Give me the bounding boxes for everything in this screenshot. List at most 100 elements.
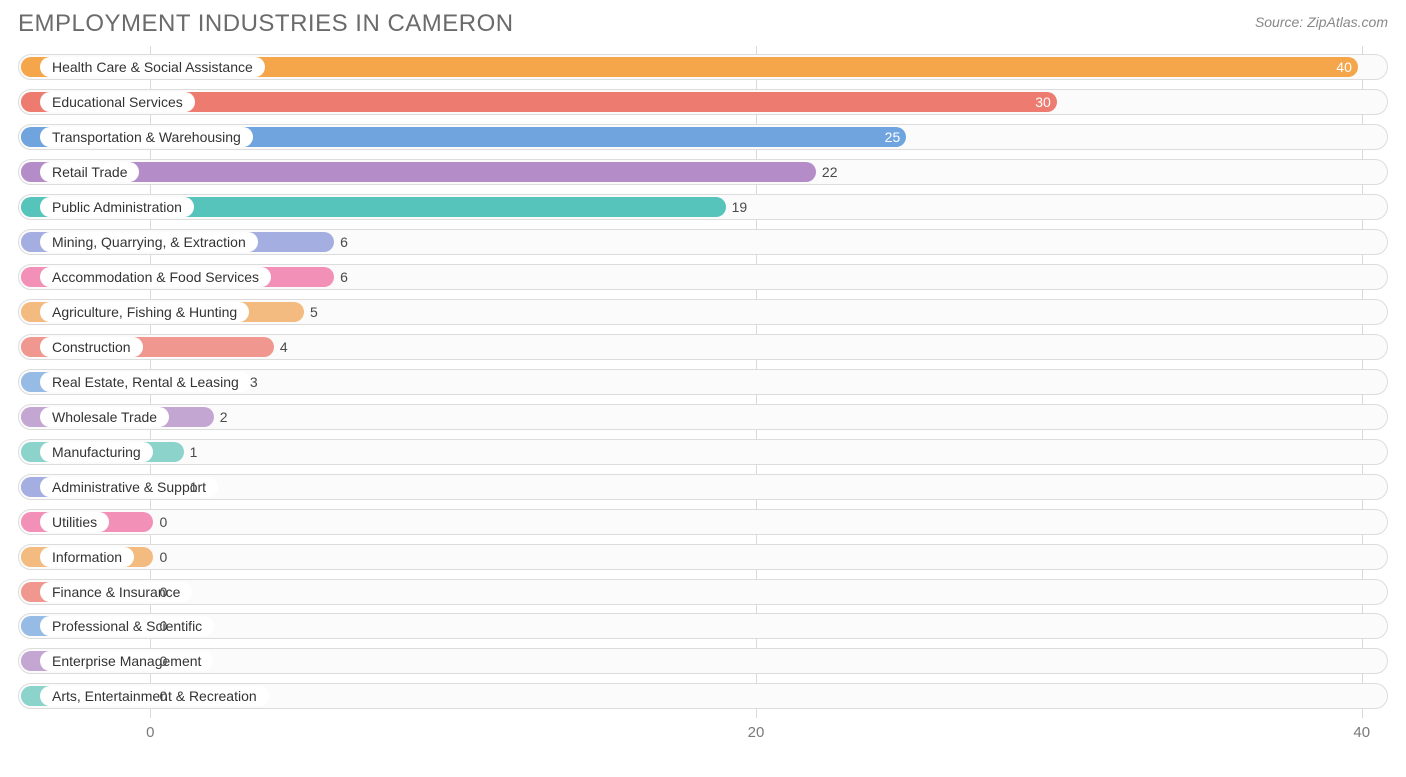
bar-fill xyxy=(21,162,816,182)
bar-value-label: 0 xyxy=(159,688,167,704)
bar-row: Accommodation & Food Services 6 xyxy=(18,264,1388,290)
bar-label-pill: Arts, Entertainment & Recreation xyxy=(40,686,269,706)
bar-marker xyxy=(21,58,37,76)
bar-row: Educational Services 30 xyxy=(18,89,1388,115)
bar-track xyxy=(18,648,1388,674)
bar-row: Manufacturing 1 xyxy=(18,439,1388,465)
bar-value-label: 40 xyxy=(1328,59,1352,75)
bar-row: Professional & Scientific0 xyxy=(18,613,1388,639)
x-tick-label: 40 xyxy=(1353,724,1370,741)
bar-label-text: Mining, Quarrying, & Extraction xyxy=(52,234,246,250)
bar-label-text: Transportation & Warehousing xyxy=(52,129,241,145)
bar-label-text: Information xyxy=(52,549,122,565)
bar-value-label: 2 xyxy=(220,409,228,425)
bar-value-label: 0 xyxy=(159,618,167,634)
bar-label-text: Accommodation & Food Services xyxy=(52,269,259,285)
bar-value-label: 4 xyxy=(280,339,288,355)
bar-marker xyxy=(21,652,37,670)
bar-label-text: Retail Trade xyxy=(52,164,127,180)
bar-label-text: Enterprise Management xyxy=(52,653,201,669)
bar-row: Wholesale Trade 2 xyxy=(18,404,1388,430)
bar-row: Agriculture, Fishing & Hunting 5 xyxy=(18,299,1388,325)
bar-row: Utilities 0 xyxy=(18,509,1388,535)
bar-label-pill: Information xyxy=(40,547,134,567)
bar-label-pill: Health Care & Social Assistance xyxy=(40,57,265,77)
bar-label-pill: Public Administration xyxy=(40,197,194,217)
bar-label-pill: Enterprise Management xyxy=(40,651,213,671)
bar-marker xyxy=(21,583,37,601)
bar-track xyxy=(18,544,1388,570)
bar-row: Health Care & Social Assistance 40 xyxy=(18,54,1388,80)
bar-value-label: 6 xyxy=(340,269,348,285)
bar-row: Information 0 xyxy=(18,544,1388,570)
bars-container: Health Care & Social Assistance40Educati… xyxy=(14,46,1392,718)
bar-label-pill: Agriculture, Fishing & Hunting xyxy=(40,302,249,322)
bar-marker xyxy=(21,373,37,391)
bar-marker xyxy=(21,93,37,111)
bar-row: Transportation & Warehousing 25 xyxy=(18,124,1388,150)
bar-label-pill: Construction xyxy=(40,337,143,357)
bar-label-text: Arts, Entertainment & Recreation xyxy=(52,688,257,704)
bar-label-pill: Retail Trade xyxy=(40,162,139,182)
bar-label-pill: Transportation & Warehousing xyxy=(40,127,253,147)
bar-label-pill: Finance & Insurance xyxy=(40,582,192,602)
bar-label-pill: Wholesale Trade xyxy=(40,407,169,427)
bar-value-label: 0 xyxy=(159,549,167,565)
bar-value-label: 25 xyxy=(876,129,900,145)
chart-source: Source: ZipAtlas.com xyxy=(1255,14,1388,30)
x-axis: 0 20 40 xyxy=(14,720,1392,746)
bar-label-pill: Educational Services xyxy=(40,92,195,112)
x-tick-label: 0 xyxy=(146,724,154,741)
bar-row: Real Estate, Rental & Leasing 3 xyxy=(18,369,1388,395)
x-tick-label: 20 xyxy=(748,724,765,741)
bar-value-label: 0 xyxy=(159,514,167,530)
bar-value-label: 5 xyxy=(310,304,318,320)
bar-marker xyxy=(21,548,37,566)
bar-value-label: 19 xyxy=(732,199,748,215)
bar-row: Public Administration 19 xyxy=(18,194,1388,220)
bar-marker xyxy=(21,303,37,321)
bar-marker xyxy=(21,443,37,461)
bar-label-text: Manufacturing xyxy=(52,444,141,460)
bar-label-pill: Accommodation & Food Services xyxy=(40,267,271,287)
bar-track xyxy=(18,579,1388,605)
chart-area: 02040Health Care & Social Assistance40Ed… xyxy=(14,46,1392,746)
bar-value-label: 3 xyxy=(250,374,258,390)
bar-marker xyxy=(21,128,37,146)
bar-marker xyxy=(21,163,37,181)
bar-label-text: Real Estate, Rental & Leasing xyxy=(52,374,239,390)
bar-label-pill: Manufacturing xyxy=(40,442,153,462)
bar-marker xyxy=(21,513,37,531)
bar-label-text: Professional & Scientific xyxy=(52,618,202,634)
bar-label-text: Utilities xyxy=(52,514,97,530)
bar-value-label: 30 xyxy=(1027,94,1051,110)
bar-label-text: Health Care & Social Assistance xyxy=(52,59,253,75)
bar-label-text: Construction xyxy=(52,339,131,355)
bar-row: Enterprise Management0 xyxy=(18,648,1388,674)
bar-marker xyxy=(21,408,37,426)
bar-track xyxy=(18,613,1388,639)
bar-label-pill: Professional & Scientific xyxy=(40,616,214,636)
bar-marker xyxy=(21,198,37,216)
bar-marker xyxy=(21,478,37,496)
chart-header: EMPLOYMENT INDUSTRIES IN CAMERON Source:… xyxy=(0,0,1406,46)
bar-label-text: Agriculture, Fishing & Hunting xyxy=(52,304,237,320)
bar-row: Administrative & Support1 xyxy=(18,474,1388,500)
bar-value-label: 0 xyxy=(159,653,167,669)
bar-value-label: 6 xyxy=(340,234,348,250)
bar-marker xyxy=(21,687,37,705)
bar-track xyxy=(18,474,1388,500)
chart-title: EMPLOYMENT INDUSTRIES IN CAMERON xyxy=(18,10,514,38)
bar-value-label: 0 xyxy=(159,584,167,600)
bar-label-pill: Mining, Quarrying, & Extraction xyxy=(40,232,258,252)
bar-value-label: 1 xyxy=(190,479,198,495)
bar-row: Construction 4 xyxy=(18,334,1388,360)
bar-row: Retail Trade22 xyxy=(18,159,1388,185)
bar-row: Arts, Entertainment & Recreation0 xyxy=(18,683,1388,709)
bar-label-pill: Real Estate, Rental & Leasing xyxy=(40,372,251,392)
bar-label-text: Public Administration xyxy=(52,199,182,215)
bar-row: Finance & Insurance0 xyxy=(18,579,1388,605)
bar-value-label: 1 xyxy=(190,444,198,460)
bar-row: Mining, Quarrying, & Extraction 6 xyxy=(18,229,1388,255)
bar-label-text: Administrative & Support xyxy=(52,479,206,495)
